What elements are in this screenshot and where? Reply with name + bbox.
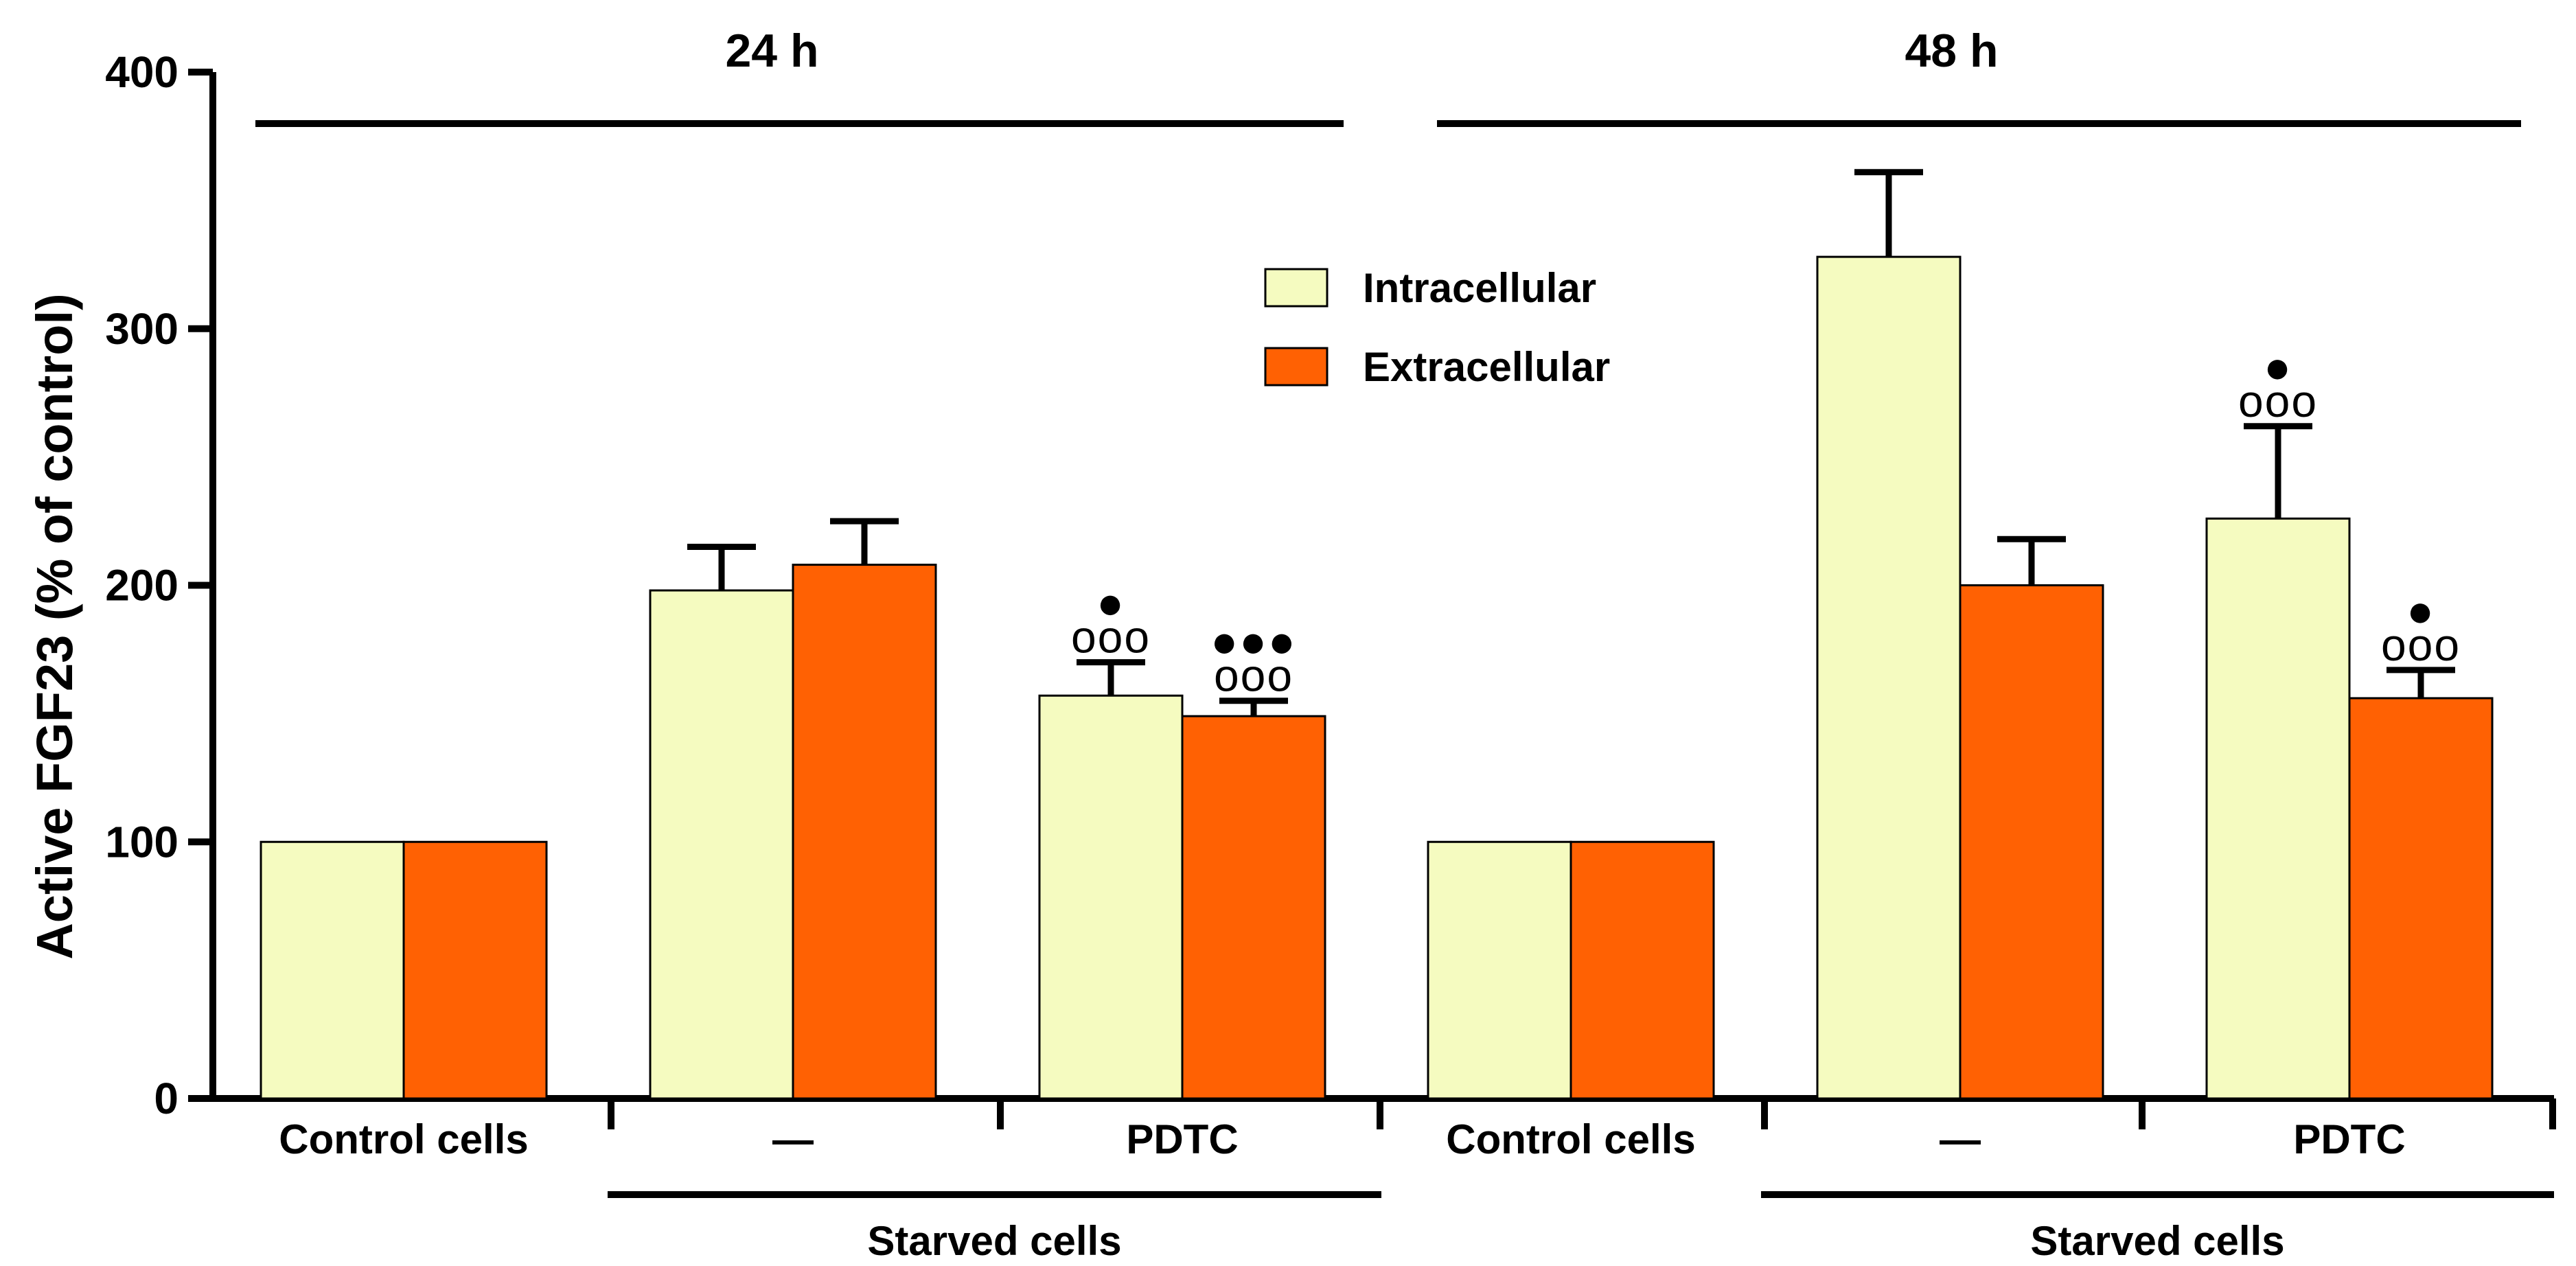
significance-marker: ●	[2264, 341, 2292, 392]
significance-marker: ooo	[2381, 619, 2461, 670]
bar-extracellular	[792, 564, 937, 1100]
y-axis-title: Active FGF23 (% of control)	[26, 293, 83, 959]
legend: Intracellular Extracellular	[1264, 265, 1610, 390]
y-tick-label: 0	[154, 1074, 179, 1123]
bracket-label: Starved cells	[867, 1218, 1121, 1264]
legend-label: Extracellular	[1363, 344, 1610, 390]
period-label: 48 h	[1905, 25, 1998, 77]
y-tick-label: 400	[105, 47, 179, 97]
category-label: Control cells	[279, 1116, 528, 1162]
bar-extracellular	[1181, 715, 1326, 1100]
bar-extracellular	[2348, 697, 2494, 1100]
significance-marker: ooo	[1214, 650, 1293, 701]
legend-swatch	[1264, 347, 1329, 387]
period-label: 24 h	[725, 25, 818, 77]
significance-marker: ooo	[2238, 376, 2318, 426]
category-label: PDTC	[1126, 1116, 1238, 1162]
significance-marker: ●●●	[1210, 616, 1297, 667]
category-label: PDTC	[2293, 1116, 2405, 1162]
y-tick-label: 100	[105, 817, 179, 866]
bar-intracellular	[260, 840, 405, 1100]
bar-intracellular	[1038, 694, 1184, 1100]
legend-swatch	[1264, 268, 1329, 308]
legend-label: Intracellular	[1363, 265, 1596, 311]
category-label: —	[772, 1116, 814, 1162]
bar-extracellular	[1959, 584, 2104, 1100]
y-tick-label: 300	[105, 304, 179, 354]
bar-intracellular	[2205, 517, 2351, 1100]
bar-extracellular	[1569, 840, 1715, 1100]
significance-marker: ●	[2406, 585, 2435, 636]
bar-intracellular	[1427, 840, 1572, 1100]
bar-intracellular	[1816, 255, 1962, 1100]
significance-marker: ●	[1096, 577, 1125, 628]
significance-annotations: ooo●ooo●ooo●●● ooo●	[1071, 341, 2461, 701]
axes: 0 100 200 300 400 Active FGF23 (% of control)…	[26, 25, 2556, 1264]
y-tick-label: 200	[105, 561, 179, 610]
category-label: Control cells	[1446, 1116, 1695, 1162]
bar-extracellular	[402, 840, 548, 1100]
category-label: —	[1940, 1116, 1981, 1162]
bars	[260, 169, 2494, 1100]
bracket-label: Starved cells	[2030, 1218, 2284, 1264]
significance-marker: ooo	[1071, 612, 1151, 663]
bar-intracellular	[649, 589, 794, 1100]
